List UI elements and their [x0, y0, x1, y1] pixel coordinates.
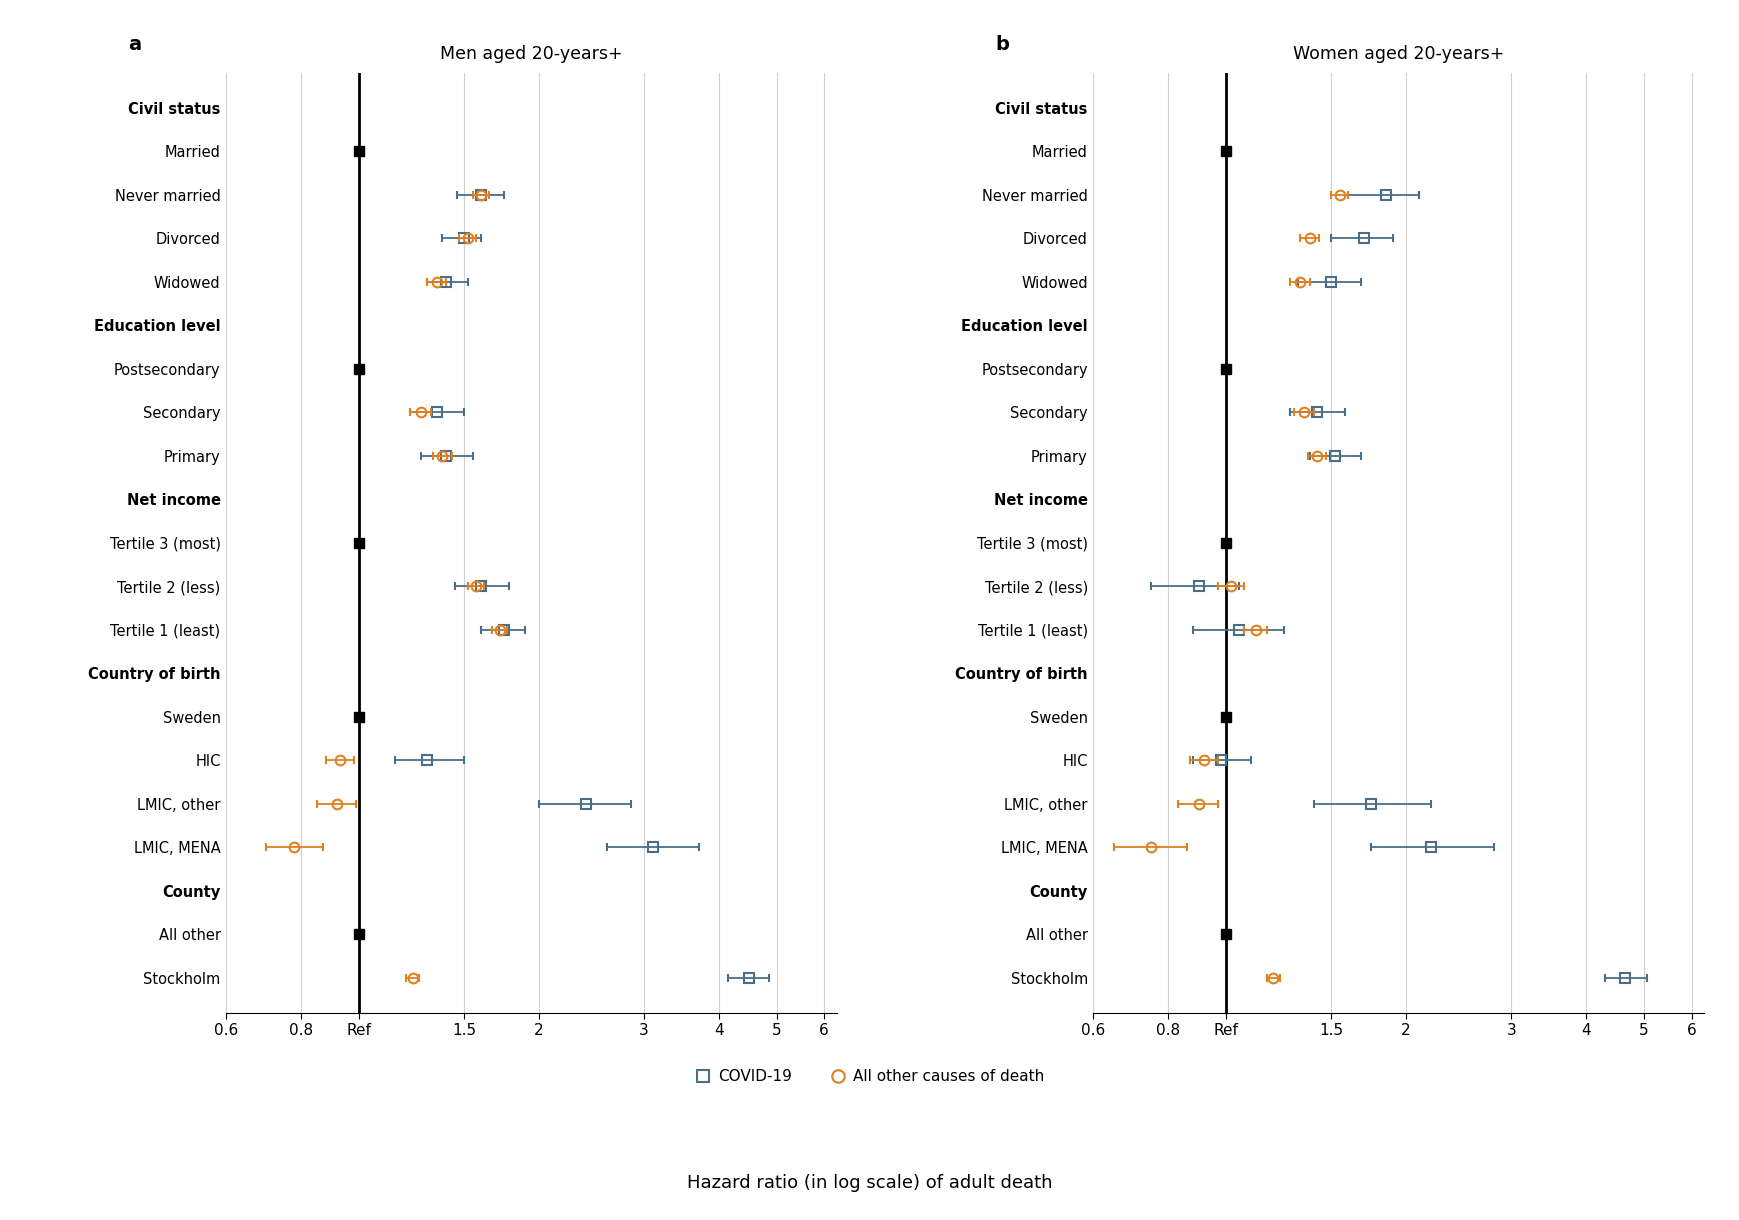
Text: b: b	[996, 35, 1010, 55]
Title: Men aged 20-years+: Men aged 20-years+	[440, 45, 623, 63]
Legend: COVID-19, All other causes of death: COVID-19, All other causes of death	[689, 1063, 1050, 1091]
Text: Hazard ratio (in log scale) of adult death: Hazard ratio (in log scale) of adult dea…	[687, 1175, 1052, 1192]
Title: Women aged 20-years+: Women aged 20-years+	[1294, 45, 1504, 63]
Text: a: a	[129, 35, 141, 55]
